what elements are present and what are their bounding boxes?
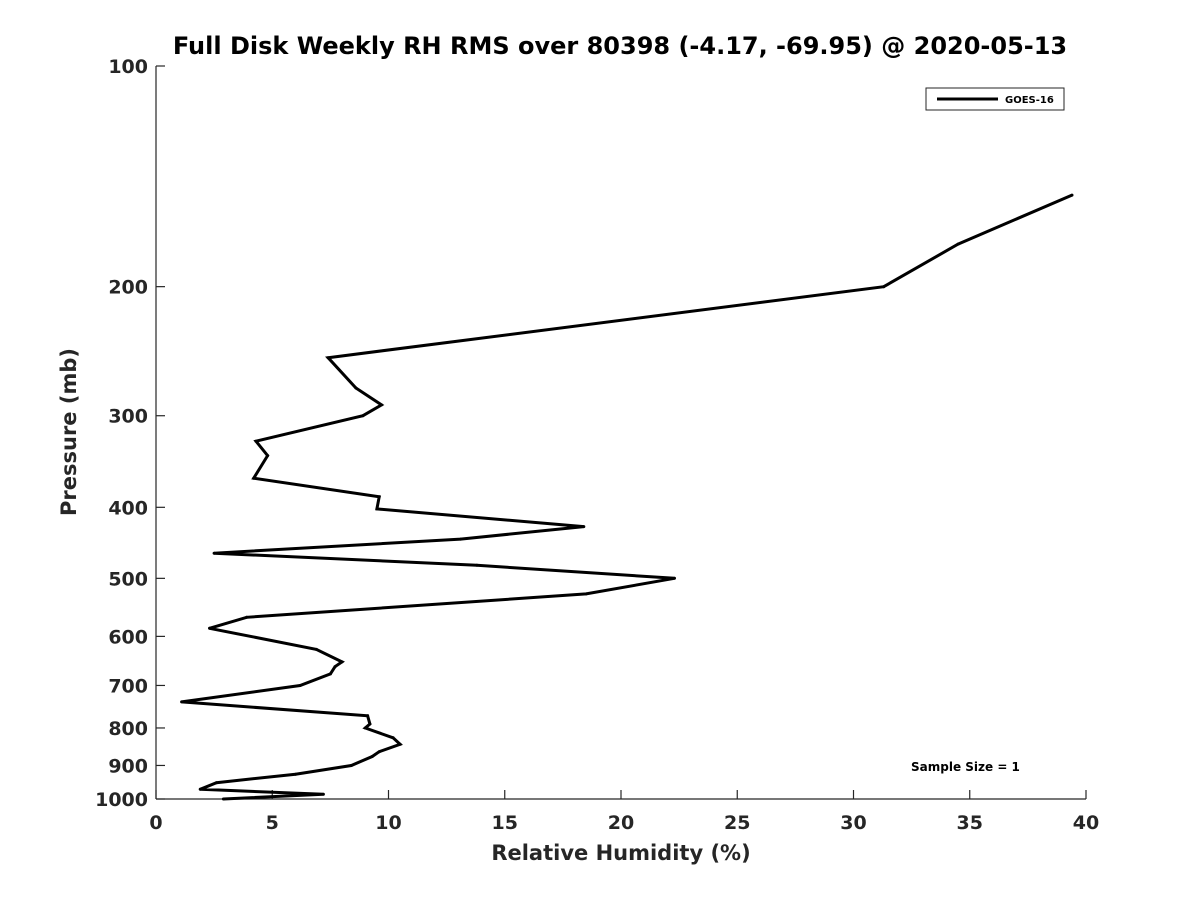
data-point (584, 592, 588, 596)
data-point (245, 615, 249, 619)
y-tick-label: 700 (108, 675, 148, 697)
data-point (298, 684, 302, 687)
data-point (375, 507, 379, 511)
x-axis-label: Relative Humidity (%) (491, 841, 750, 865)
y-tick-label: 800 (108, 718, 148, 740)
data-point (328, 672, 332, 676)
data-point (361, 414, 365, 418)
data-point (221, 797, 225, 801)
y-tick-label: 900 (108, 755, 148, 777)
y-tick-label: 600 (108, 626, 148, 648)
data-point (377, 750, 381, 754)
sample-size-annotation: Sample Size = 1 (911, 760, 1020, 774)
y-axis-label: Pressure (mb) (57, 348, 81, 516)
data-point (198, 787, 202, 791)
chart-title: Full Disk Weekly RH RMS over 80398 (-4.1… (173, 32, 1067, 60)
y-tick-label: 400 (108, 497, 148, 519)
data-point (212, 551, 216, 555)
data-point (377, 495, 381, 499)
x-tick-label: 0 (149, 812, 162, 834)
data-point (208, 626, 211, 630)
x-tick-label: 30 (840, 812, 866, 834)
data-point (380, 403, 383, 407)
data-point (321, 792, 325, 796)
data-point (459, 537, 463, 541)
x-tick-label: 35 (957, 812, 983, 834)
y-tick-label: 500 (108, 568, 148, 590)
data-point (673, 576, 676, 580)
data-point (1070, 193, 1074, 197)
x-tick-label: 5 (266, 812, 279, 834)
data-point (475, 563, 479, 567)
data-point (956, 242, 960, 246)
data-point (882, 285, 886, 289)
y-axis-ticks: 100 200 300 400 500 600 700 800 900 1000 (95, 56, 165, 811)
y-tick-label: 300 (108, 406, 148, 428)
data-point (252, 476, 256, 480)
x-tick-label: 40 (1073, 812, 1099, 834)
data-point (391, 736, 395, 740)
data-point (582, 525, 586, 529)
y-tick-label: 200 (108, 277, 148, 299)
y-tick-label: 100 (108, 56, 148, 78)
data-point (370, 755, 374, 758)
legend-label: GOES-16 (1005, 95, 1054, 106)
series-layer (180, 193, 1074, 801)
x-tick-label: 15 (492, 812, 518, 834)
data-point (333, 665, 337, 669)
data-point (363, 726, 367, 730)
data-point (294, 772, 297, 776)
data-point (366, 714, 370, 718)
data-point (254, 439, 258, 443)
data-point (326, 356, 330, 360)
y-tick-label: 1000 (95, 789, 148, 811)
x-axis-ticks: 0 5 10 15 20 25 30 35 40 (149, 790, 1099, 834)
x-tick-label: 10 (375, 812, 401, 834)
x-tick-label: 25 (724, 812, 750, 834)
data-point (368, 722, 372, 726)
data-point (340, 660, 344, 664)
data-point (354, 386, 358, 390)
data-point (266, 454, 270, 458)
data-point (314, 647, 318, 651)
data-point (180, 700, 184, 704)
data-point (214, 781, 218, 785)
data-point (398, 742, 402, 746)
legend: GOES-16 (925, 87, 1065, 111)
x-tick-label: 20 (608, 812, 634, 834)
data-point (349, 764, 353, 767)
